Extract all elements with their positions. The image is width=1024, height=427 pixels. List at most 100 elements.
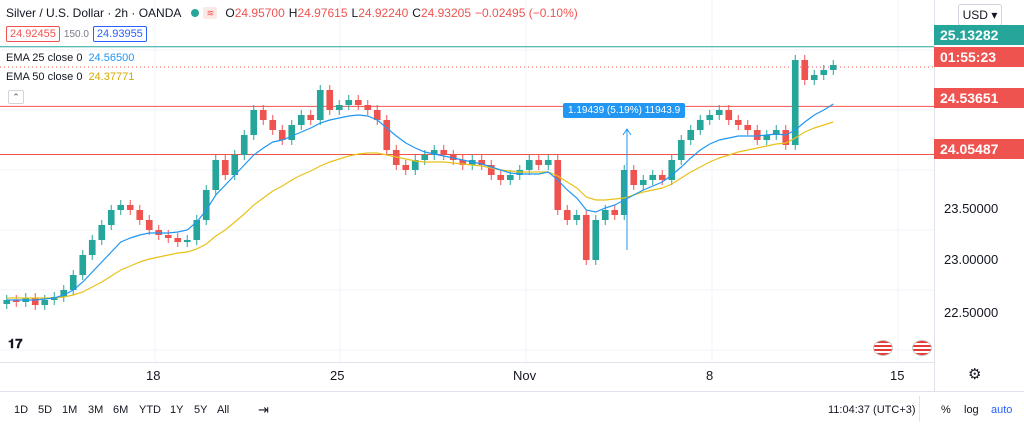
candle-body	[297, 115, 305, 125]
buy-button[interactable]: 24.93955	[92, 26, 147, 42]
candle-body	[107, 210, 115, 225]
candle-body	[411, 160, 419, 170]
candle-body	[820, 70, 828, 75]
candle-body	[620, 170, 628, 215]
time-label: 15	[890, 368, 905, 383]
price-tick: 23.00000	[944, 252, 999, 267]
candle-body	[459, 160, 467, 165]
candle-body	[801, 60, 809, 80]
candle-body	[677, 140, 685, 160]
candle-body	[430, 150, 438, 155]
ema50-value: 24.37771	[88, 71, 135, 83]
settings-gear-icon[interactable]: ⚙	[968, 366, 982, 383]
candle-body	[98, 225, 106, 240]
clock-display[interactable]: 11:04:37 (UTC+3)	[828, 404, 916, 416]
candle-body	[383, 120, 391, 150]
time-label: 8	[706, 368, 714, 383]
auto-toggle[interactable]: auto	[991, 404, 1013, 416]
candle-body	[706, 115, 714, 120]
tradingview-logo[interactable]: 𝟏𝟕	[8, 336, 23, 351]
economic-event-icon[interactable]	[873, 340, 893, 356]
candle-body	[649, 175, 657, 180]
candle-body	[744, 125, 752, 130]
candle-body	[506, 175, 514, 180]
candle-body	[791, 60, 799, 145]
candle-body	[3, 300, 11, 304]
symbol-title[interactable]: Silver / U.S. Dollar · 2h · OANDA	[6, 6, 182, 20]
currency-label: USD	[962, 8, 988, 22]
candle-body	[630, 170, 638, 185]
price-label-resistance: 25.13282	[934, 25, 1024, 45]
candle-body	[563, 210, 571, 220]
candle-body	[544, 160, 552, 165]
timeframe-5d[interactable]: 5D	[38, 404, 53, 416]
candle-body	[126, 205, 134, 210]
candle-body	[658, 175, 666, 180]
ohlc-high: H24.97615	[288, 6, 348, 20]
candle-body	[554, 160, 562, 210]
candle-body	[601, 210, 609, 220]
candle-body	[202, 190, 210, 220]
timeframe-5y[interactable]: 5Y	[194, 404, 208, 416]
candle-body	[497, 175, 505, 180]
ema50-legend[interactable]: EMA 50 close 0 24.37771	[6, 71, 134, 83]
candle-body	[696, 120, 704, 130]
candle-body	[145, 220, 153, 230]
candle-body	[611, 210, 619, 215]
ema25-label: EMA 25 close 0	[6, 52, 83, 64]
candle-body	[829, 65, 837, 70]
ema50-label: EMA 50 close 0	[6, 71, 83, 83]
candle-body	[183, 240, 191, 242]
price-chart[interactable]	[0, 0, 934, 362]
ohlc-open: O24.95700	[225, 6, 285, 20]
candle-body	[326, 90, 334, 110]
candle-body	[440, 150, 448, 155]
candle-body	[117, 205, 125, 210]
candle-body	[41, 300, 49, 305]
timeframe-3m[interactable]: 3M	[88, 404, 104, 416]
measure-arrow-head	[622, 128, 632, 136]
price-label-level2: 24.05487	[934, 139, 1024, 159]
collapse-legend-icon[interactable]: ⌃	[8, 90, 24, 104]
candle-body	[535, 160, 543, 165]
currency-selector[interactable]: USD ▾	[958, 4, 1002, 26]
candle-body	[221, 160, 229, 175]
candle-body	[31, 298, 39, 305]
timeframe-1y[interactable]: 1Y	[170, 404, 184, 416]
flag-icon[interactable]: ≋	[203, 7, 218, 19]
ohlc-change: −0.02495 (−0.10%)	[475, 6, 578, 20]
candle-body	[278, 130, 286, 140]
candle-body	[164, 235, 172, 238]
time-label: 18	[146, 368, 161, 383]
candle-body	[174, 238, 182, 242]
ema50-line	[6, 121, 834, 299]
candle-body	[753, 130, 761, 140]
sell-button[interactable]: 24.92455	[6, 26, 60, 42]
log-toggle[interactable]: log	[964, 404, 979, 416]
candle-body	[421, 155, 429, 160]
timeframe-6m[interactable]: 6M	[113, 404, 129, 416]
candle-body	[79, 255, 87, 275]
buy-sell-panel: 24.92455 150.0 24.93955	[6, 26, 147, 42]
date-range-icon[interactable]: ⇥	[258, 402, 269, 417]
candle-body	[240, 135, 248, 155]
candle-body	[687, 130, 695, 140]
candle-body	[487, 165, 495, 175]
time-scale-border	[0, 362, 934, 363]
economic-event-icon[interactable]	[912, 340, 932, 356]
candle-body	[60, 290, 68, 297]
candle-body	[734, 120, 742, 125]
timeframe-1d[interactable]: 1D	[14, 404, 29, 416]
ema25-legend[interactable]: EMA 25 close 0 24.56500	[6, 52, 134, 64]
timeframe-1m[interactable]: 1M	[62, 404, 78, 416]
symbol-legend[interactable]: Silver / U.S. Dollar · 2h · OANDA ≋ O24.…	[6, 4, 578, 22]
timeframe-ytd[interactable]: YTD	[139, 404, 161, 416]
ema25-line	[6, 103, 834, 301]
ema25-value: 24.56500	[88, 52, 135, 64]
candle-body	[136, 210, 144, 220]
percent-toggle[interactable]: %	[941, 404, 951, 416]
candle-body	[402, 165, 410, 170]
timeframe-all[interactable]: All	[217, 404, 230, 416]
candle-body	[250, 110, 258, 135]
candle-body	[69, 275, 77, 290]
